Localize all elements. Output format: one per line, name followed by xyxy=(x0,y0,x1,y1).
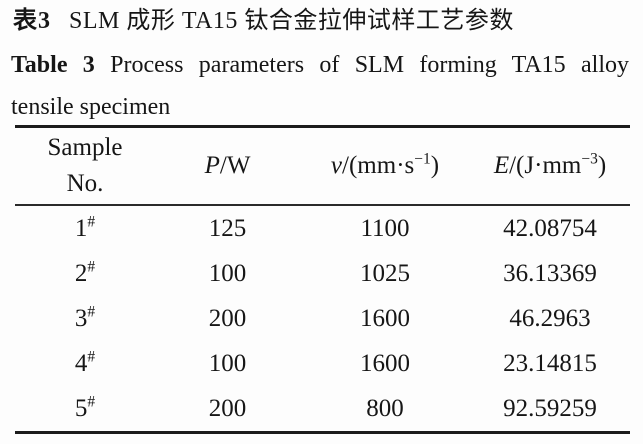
caption-english-table-number: Table 3 xyxy=(11,52,95,78)
cell-sample-no: 3# xyxy=(74,303,96,332)
cell-speed: 1600 xyxy=(360,304,410,332)
cell-sample-no: 1# xyxy=(74,213,96,242)
caption-chinese: 表3 SLM 成形 TA15 钛合金拉伸试样工艺参数 xyxy=(13,6,633,36)
column-header-laser-power: P/W xyxy=(155,126,300,206)
cell-energy: 23.14815 xyxy=(503,349,597,377)
cell-energy: 46.2963 xyxy=(509,304,591,332)
column-header-scan-speed: v/(mm·s−1) xyxy=(300,126,470,206)
cell-energy: 36.13369 xyxy=(503,259,597,287)
cell-power: 100 xyxy=(208,259,247,287)
table-body: 1# 125 1100 42.08754 2# 100 1025 36.1336… xyxy=(15,205,630,433)
column-header-sample-no: Sample No. xyxy=(15,126,155,206)
table-row: 5# 200 800 92.59259 xyxy=(15,386,630,433)
cell-speed: 1025 xyxy=(360,259,410,287)
cell-power: 200 xyxy=(208,304,247,332)
table-header: Sample No. P/W v/(mm·s−1) E/(J·mm−3) xyxy=(15,126,630,206)
column-header-energy-density: E/(J·mm−3) xyxy=(470,126,630,206)
cell-power: 200 xyxy=(208,394,247,422)
table-row: 3# 200 1600 46.2963 xyxy=(15,296,630,341)
table-row: 2# 100 1025 36.13369 xyxy=(15,251,630,296)
cell-sample-no: 4# xyxy=(74,348,96,377)
process-parameters-table: Sample No. P/W v/(mm·s−1) E/(J·mm−3) 1# … xyxy=(15,125,630,434)
table-row: 1# 125 1100 42.08754 xyxy=(15,205,630,251)
table-row: 4# 100 1600 23.14815 xyxy=(15,341,630,386)
cell-energy: 92.59259 xyxy=(503,394,597,422)
column-header-sample-line2: No. xyxy=(66,170,104,197)
cell-energy: 42.08754 xyxy=(503,214,597,242)
cell-speed: 1600 xyxy=(360,349,410,377)
column-header-sample-line1: Sample xyxy=(47,133,123,161)
caption-chinese-table-number: 表3 xyxy=(13,8,51,34)
caption-english-line1: Table 3 Process parameters of SLM formin… xyxy=(11,50,629,80)
cell-speed: 1100 xyxy=(360,214,410,242)
cell-speed: 800 xyxy=(366,394,404,422)
caption-english-line2: tensile specimen xyxy=(11,94,171,120)
caption-english-text: Process parameters of SLM forming TA15 a… xyxy=(110,52,629,78)
caption-chinese-text: SLM 成形 TA15 钛合金拉伸试样工艺参数 xyxy=(69,8,514,34)
cell-power: 125 xyxy=(208,214,247,242)
table-header-row: Sample No. P/W v/(mm·s−1) E/(J·mm−3) xyxy=(15,126,630,206)
cell-sample-no: 5# xyxy=(74,393,96,422)
cell-power: 100 xyxy=(208,349,247,377)
cell-sample-no: 2# xyxy=(74,258,96,287)
